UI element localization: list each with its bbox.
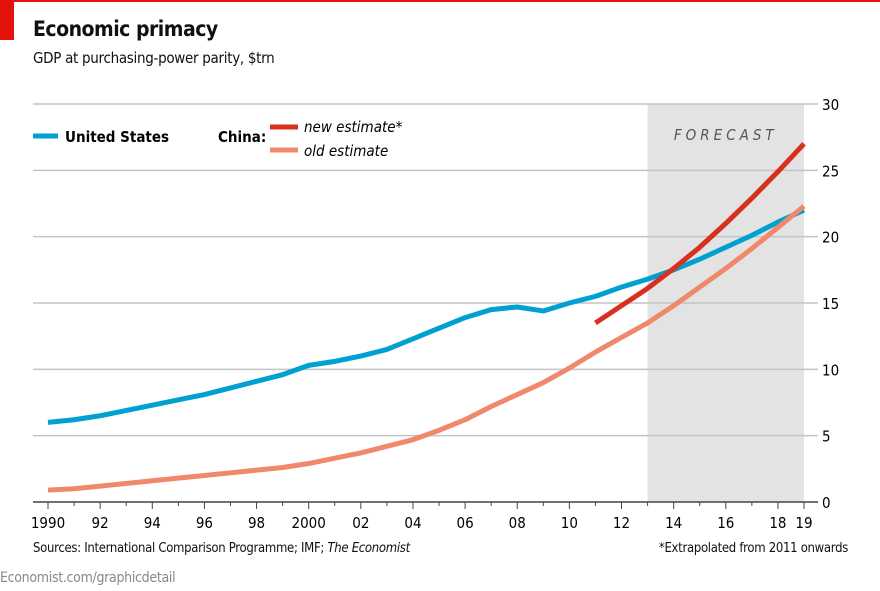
x-tick-label: 92 — [92, 514, 109, 532]
series-line-china-new — [594, 142, 806, 325]
x-tick-label: 96 — [196, 514, 213, 532]
x-tick-label: 19 — [795, 514, 812, 532]
brand-tag — [0, 0, 14, 40]
legend-label-china: China: — [218, 128, 266, 146]
x-tick-label: 16 — [717, 514, 734, 532]
x-tick-label: 14 — [665, 514, 682, 532]
y-tick-label: 10 — [822, 361, 839, 379]
x-tick-label: 08 — [509, 514, 526, 532]
chart-subtitle: GDP at purchasing-power parity, $trn — [33, 49, 275, 67]
x-tick-label: 04 — [404, 514, 421, 532]
y-tick-label: 25 — [822, 162, 839, 180]
y-tick-label: 0 — [822, 494, 831, 512]
sources: Sources: International Comparison Progra… — [33, 541, 410, 556]
x-tick-label: 18 — [769, 514, 786, 532]
legend-label-china-new: new estimate* — [304, 118, 403, 136]
x-tick-label: 02 — [352, 514, 369, 532]
source-url[interactable]: Economist.com/graphicdetail — [0, 570, 176, 586]
legend-label-us: United States — [65, 128, 169, 146]
y-tick-label: 30 — [822, 96, 839, 114]
x-tick-label: 12 — [613, 514, 630, 532]
sources-text: Sources: International Comparison Progra… — [33, 541, 328, 556]
x-tick-label: 10 — [561, 514, 578, 532]
x-tick-label: 2000 — [292, 514, 326, 532]
legend-label-china-old: old estimate — [304, 142, 388, 160]
series-line-china-old — [47, 204, 806, 493]
sources-italic: The Economist — [327, 541, 410, 556]
legend: United States China: new estimate* old e… — [33, 118, 403, 160]
x-tick-label: 98 — [248, 514, 265, 532]
chart-title: Economic primacy — [33, 17, 218, 41]
y-tick-label: 20 — [822, 229, 839, 247]
x-tick-label: 1990 — [31, 514, 65, 532]
y-tick-label: 5 — [822, 428, 831, 446]
top-rule — [0, 0, 880, 2]
x-tick-label: 06 — [457, 514, 474, 532]
x-tick-label: 94 — [144, 514, 161, 532]
y-tick-label: 15 — [822, 295, 839, 313]
footnote: *Extrapolated from 2011 onwards — [658, 541, 848, 556]
forecast-label: FORECAST — [674, 126, 778, 144]
